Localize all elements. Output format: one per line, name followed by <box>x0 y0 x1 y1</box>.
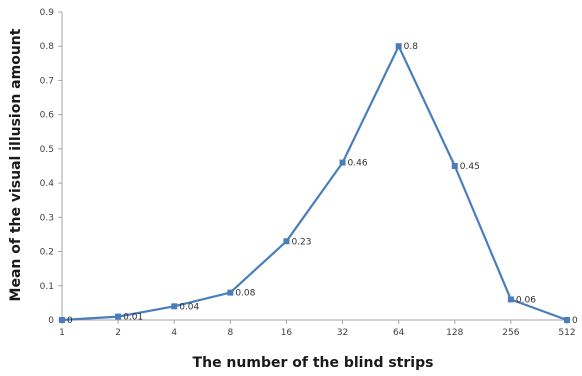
x-tick-label: 4 <box>171 328 177 338</box>
data-point-marker <box>507 296 514 303</box>
x-tick-label: 512 <box>558 328 575 338</box>
y-tick-label: 0.4 <box>40 179 55 189</box>
x-tick-label: 16 <box>281 328 293 338</box>
x-tick-label: 1 <box>59 328 65 338</box>
data-point-label: 0.06 <box>516 295 536 305</box>
data-point-marker <box>171 303 178 310</box>
data-point-label: 0 <box>572 316 578 326</box>
x-tick-label: 2 <box>115 328 121 338</box>
y-tick-label: 0.9 <box>40 8 55 18</box>
x-tick-label: 32 <box>337 328 348 338</box>
data-point-label: 0.08 <box>235 289 255 299</box>
x-tick-label: 256 <box>502 328 519 338</box>
y-tick-label: 0.5 <box>40 145 54 155</box>
data-point-marker <box>283 238 290 245</box>
data-point-marker <box>339 159 346 166</box>
y-tick-label: 0.1 <box>40 282 54 292</box>
data-point-marker <box>115 313 122 320</box>
x-tick-label: 128 <box>446 328 463 338</box>
y-tick-label: 0.2 <box>40 248 54 258</box>
series-group <box>59 43 570 323</box>
x-tick-label: 8 <box>227 328 233 338</box>
data-point-label: 0.46 <box>348 159 368 169</box>
data-point-label: 0.23 <box>291 237 311 247</box>
data-point-label: 0 <box>67 316 73 326</box>
y-axis-title: Mean of the visual illusion amount <box>8 28 24 301</box>
series-line <box>61 45 568 322</box>
x-axis: 1 2 4 8 16 32 64 128 256 512 <box>59 319 576 338</box>
y-tick-label: 0.8 <box>40 42 55 52</box>
data-point-label: 0.01 <box>123 313 143 323</box>
data-point-marker <box>451 163 458 169</box>
y-tick-label: 0.7 <box>40 76 54 86</box>
y-tick-label: 0.6 <box>40 111 55 121</box>
y-tick-label: 0.3 <box>40 213 54 223</box>
data-point-marker <box>395 43 402 50</box>
data-point-label: 0.04 <box>179 302 199 312</box>
y-tick-label: 0 <box>48 316 54 326</box>
data-point-marker <box>227 289 234 296</box>
x-axis-title: The number of the blind strips <box>193 355 434 371</box>
data-labels: 0 0.01 0.04 0.08 0.23 0.46 0.8 0.45 0.06 0 <box>67 42 578 326</box>
y-axis: 0 0.1 0.2 0.3 0.4 0.5 0.6 0.7 0.8 0.9 <box>40 8 63 326</box>
data-point-label: 0.8 <box>404 42 419 52</box>
x-tick-label: 64 <box>393 328 405 338</box>
data-point-marker <box>59 317 65 323</box>
data-point-label: 0.45 <box>460 162 480 172</box>
data-point-marker <box>564 317 570 323</box>
